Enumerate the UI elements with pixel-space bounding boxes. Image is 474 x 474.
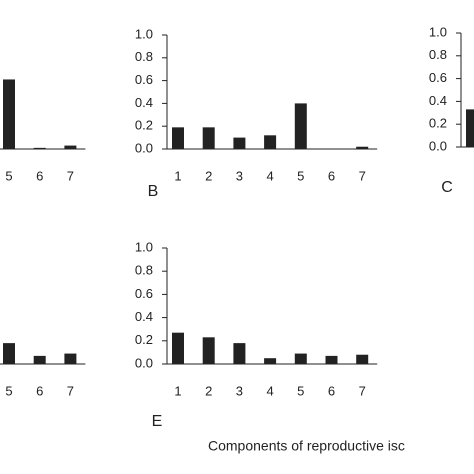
y-tick-label: 0.6 [135,286,153,301]
x-tick-label: 6 [328,383,335,398]
x-tick-label: 1 [174,168,181,183]
y-tick-label: 0.6 [429,70,447,85]
bar [64,145,77,149]
y-tick-label: 0.4 [135,95,153,110]
x-tick-label: 5 [5,383,12,398]
bar [466,109,474,147]
bar [264,135,277,149]
bar [3,79,15,149]
y-tick-label: 0.8 [135,49,153,64]
bar [202,127,215,149]
x-tick-label: 4 [266,383,273,398]
y-tick-label: 0.0 [135,140,153,155]
bar [356,146,369,149]
x-tick-label: 2 [205,168,212,183]
y-tick-label: 0.4 [135,309,153,324]
panel-label: E [152,413,163,430]
bar [233,343,246,364]
bar [33,147,46,149]
bar [233,137,246,149]
panel-label: B [148,183,159,200]
caption: Components of reproductive isc [208,438,405,454]
y-tick-label: 0.2 [135,118,153,133]
bar [294,103,307,149]
x-tick-label: 4 [266,168,273,183]
y-tick-label: 0.6 [135,72,153,87]
y-tick-label: 0.0 [429,138,447,153]
x-tick-label: 7 [67,383,74,398]
x-tick-label: 7 [359,168,366,183]
x-tick-label: 5 [297,168,304,183]
y-tick-label: 1.0 [429,24,447,39]
bar [64,353,77,364]
x-tick-label: 6 [328,168,335,183]
bar [356,354,369,364]
y-tick-label: 0.0 [135,355,153,370]
bar [172,332,184,364]
x-tick-label: 6 [36,168,43,183]
bar [264,358,277,364]
panel-label: C [441,179,453,196]
y-tick-label: 0.8 [429,47,447,62]
x-tick-label: 3 [236,383,243,398]
x-tick-label: 3 [236,168,243,183]
x-tick-label: 5 [297,383,304,398]
y-tick-label: 1.0 [135,26,153,41]
y-tick-label: 0.8 [135,263,153,278]
x-tick-label: 7 [359,383,366,398]
y-tick-label: 0.2 [135,332,153,347]
bar [33,355,46,364]
y-tick-label: 0.4 [429,93,447,108]
x-tick-label: 5 [5,168,12,183]
x-tick-label: 7 [67,168,74,183]
bar [172,127,184,149]
bar [202,337,215,364]
bar [325,355,338,364]
bar [3,343,15,364]
y-tick-label: 0.2 [429,116,447,131]
x-tick-label: 2 [205,383,212,398]
x-tick-label: 6 [36,383,43,398]
x-tick-label: 1 [174,383,181,398]
bar [294,353,307,364]
y-tick-label: 1.0 [135,239,153,254]
